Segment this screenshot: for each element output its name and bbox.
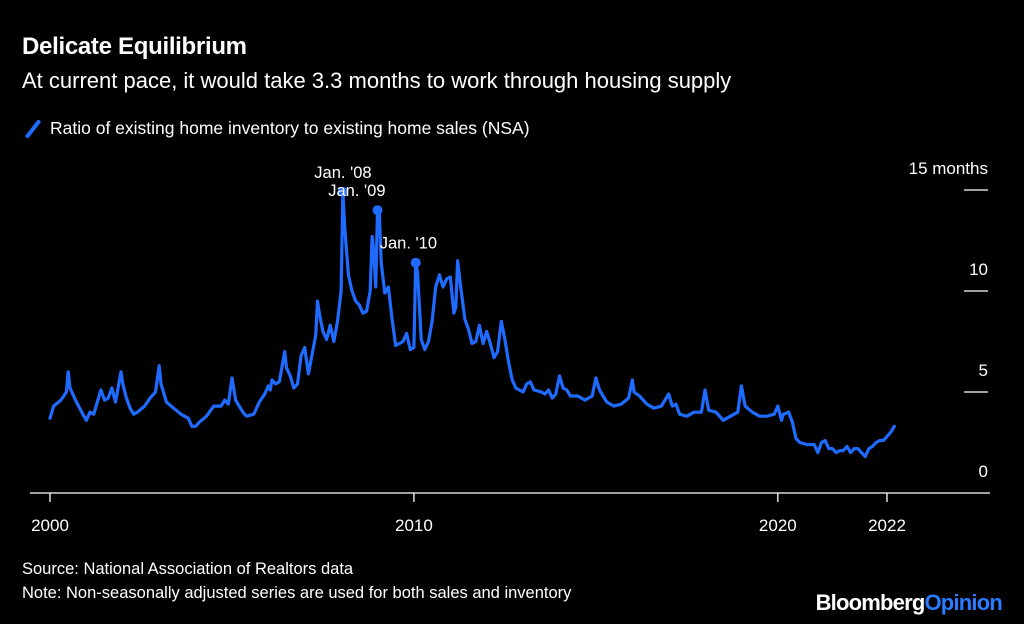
annotation-marker-2 [410, 257, 421, 268]
brand-secondary: Opinion [924, 590, 1003, 615]
y-tick-label-10: 10 [969, 260, 988, 279]
chart-subtitle: At current pace, it would take 3.3 month… [22, 68, 732, 93]
brand-primary: Bloomberg [815, 590, 926, 615]
y-tick-label-5: 5 [979, 361, 988, 380]
x-tick-label-2020: 2020 [759, 516, 797, 535]
x-tick-label-2010: 2010 [395, 516, 433, 535]
annotation-marker-1 [372, 205, 383, 216]
note-text: Note: Non-seasonally adjusted series are… [22, 584, 572, 602]
y-tick-label-15: 15 months [909, 159, 988, 178]
chart-title: Delicate Equilibrium [22, 33, 247, 60]
y-tick-label-0: 0 [979, 462, 988, 481]
annotation-label-0: Jan. '08 [314, 164, 371, 182]
source-text: Source: National Association of Realtors… [22, 560, 354, 578]
chart-legend: Ratio of existing home inventory to exis… [22, 118, 530, 139]
bloomberg-opinion-logo: BloombergOpinion [815, 590, 1003, 616]
series-line-0 [48, 190, 896, 459]
legend-label: Ratio of existing home inventory to exis… [50, 118, 530, 138]
annotation-marker-0 [337, 187, 348, 198]
x-tick-label-2000: 2000 [31, 516, 69, 535]
x-tick-label-2022: 2022 [868, 516, 906, 535]
annotation-label-2: Jan. '10 [380, 235, 437, 253]
annotation-label-1: Jan. '09 [328, 182, 385, 200]
